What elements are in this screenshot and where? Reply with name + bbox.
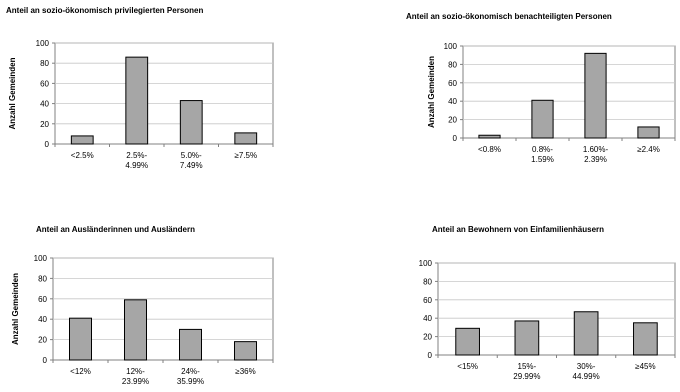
- chart-3-svg: 0 20 40 60 80 100 <12% 12%-23.99% 24%-35.99% ≥36%…: [11, 254, 274, 386]
- bar: [124, 299, 147, 361]
- x-tick-label: 30%-44.99%: [573, 362, 600, 381]
- x-tick-label: <12%: [70, 367, 91, 376]
- x-tick-label: 24%-35.99%: [177, 367, 204, 386]
- x-tick-label: 1.60%-2.39%: [583, 145, 609, 164]
- bar: [584, 52, 607, 139]
- plot-area: [54, 42, 274, 145]
- bar: [514, 320, 540, 356]
- chart-panel-1: Anteil an sozio-ökonomisch privilegierte…: [0, 0, 340, 196]
- x-tick-label: 0.8%-1.59%: [531, 145, 554, 164]
- x-tick-label: 5.0%-7.49%: [180, 151, 203, 170]
- y-tick-label: 100: [419, 259, 433, 268]
- y-tick-label: 40: [40, 100, 49, 109]
- chart-4-svg: 0 20 40 60 80 100 <15% 15%-29.99% 30%-44.99% ≥45%: [419, 259, 676, 381]
- x-tick-label: 2.5%-4.99%: [125, 151, 148, 170]
- chart-panel-4: Anteil an Bewohnern von Einfamilienhäuse…: [340, 196, 680, 392]
- bar: [573, 311, 599, 356]
- y-tick-label: 80: [40, 59, 49, 68]
- x-tick-label: <0.8%: [478, 145, 501, 154]
- bar: [637, 126, 660, 139]
- y-tick-label: 20: [448, 116, 457, 125]
- y-axis-label: Anzahl Gemeinden: [8, 57, 17, 129]
- y-tick-label: 20: [423, 333, 432, 342]
- y-tick-label: 100: [36, 39, 50, 48]
- bar: [125, 56, 149, 145]
- bar: [234, 341, 257, 361]
- y-tick-label: 100: [34, 254, 48, 263]
- y-tick-label: 60: [40, 79, 49, 88]
- y-tick-label: 60: [38, 295, 47, 304]
- chart-panel-2: Anteil an sozio-ökonomisch benachteiligt…: [340, 0, 680, 196]
- chart-1-svg: 0 20 40 60 80 100 <2.5% 2.5%-4.99% 5.0%-7.49% ≥7.…: [8, 39, 274, 170]
- y-tick-label: 60: [448, 79, 457, 88]
- y-tick-label: 0: [45, 140, 50, 149]
- y-tick-label: 100: [444, 42, 458, 51]
- chart-title: Anteil an Bewohnern von Einfamilienhäuse…: [432, 225, 605, 234]
- y-tick-label: 20: [40, 120, 49, 129]
- x-tick-label: <2.5%: [71, 151, 94, 160]
- y-tick-label: 20: [38, 336, 47, 345]
- x-tick-label: <15%: [457, 362, 478, 371]
- chart-title: Anteil an Ausländerinnen und Ausländern: [36, 225, 195, 234]
- chart-title: Anteil an sozio-ökonomisch benachteiligt…: [406, 12, 612, 21]
- y-tick-label: 0: [453, 134, 458, 143]
- x-tick-label: ≥2.4%: [637, 145, 660, 154]
- bar: [455, 327, 480, 356]
- x-tick-label: ≥7.5%: [234, 151, 257, 160]
- bar: [179, 328, 202, 361]
- y-tick-label: 0: [43, 356, 48, 365]
- bar: [478, 134, 501, 139]
- y-tick-label: 80: [38, 274, 47, 283]
- bar: [69, 317, 92, 361]
- x-tick-label: 12%-23.99%: [122, 367, 149, 386]
- x-tick-label: ≥36%: [235, 367, 255, 376]
- y-tick-label: 40: [423, 314, 432, 323]
- y-tick-label: 80: [448, 60, 457, 69]
- chart-panel-3: Anteil an Ausländerinnen und Ausländern …: [0, 196, 340, 392]
- y-tick-label: 80: [423, 277, 432, 286]
- y-tick-label: 60: [423, 296, 432, 305]
- chart-title: Anteil an sozio-ökonomisch privilegierte…: [6, 6, 204, 15]
- y-tick-label: 0: [428, 351, 433, 360]
- y-axis-label: Anzahl Gemeinden: [427, 56, 436, 128]
- x-tick-label: ≥45%: [635, 362, 655, 371]
- bar: [531, 99, 554, 139]
- bar: [179, 100, 203, 145]
- bar: [70, 135, 94, 145]
- y-tick-label: 40: [448, 97, 457, 106]
- x-tick-label: 15%-29.99%: [513, 362, 540, 381]
- y-axis-label: Anzahl Gemeinden: [11, 273, 20, 345]
- y-tick-label: 40: [38, 315, 47, 324]
- plot-area: [462, 45, 676, 139]
- chart-2-svg: 0 20 40 60 80 100 <0.8% 0.8%-1.59% 1.60%-2.39% ≥2…: [427, 42, 676, 164]
- bar: [234, 132, 258, 145]
- bar: [633, 322, 658, 356]
